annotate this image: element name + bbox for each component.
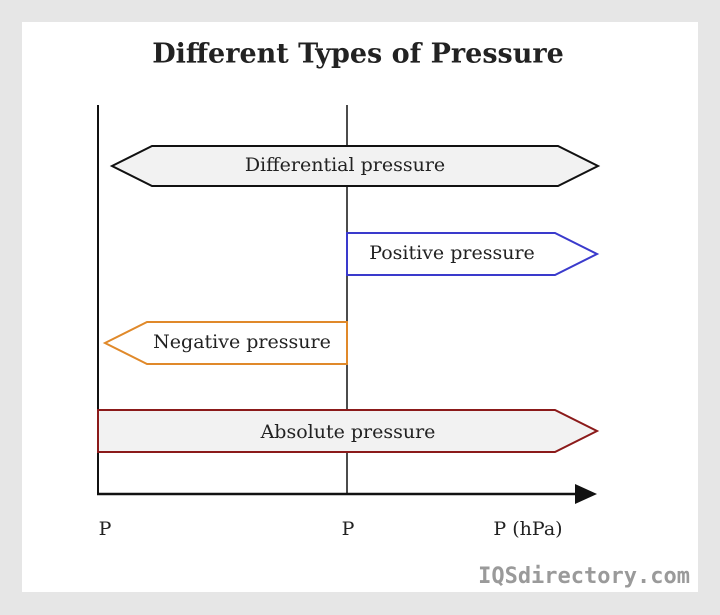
differential-arrow — [109, 145, 601, 187]
axis-label: P — [342, 518, 355, 540]
x-axis-arrow — [575, 484, 597, 504]
node-label: Differential pressure — [245, 154, 445, 176]
negative-arrow — [102, 321, 348, 365]
title: Different Types of Pressure — [152, 39, 564, 70]
axis-label: P (hPa) — [493, 518, 562, 540]
node-label: Negative pressure — [153, 331, 331, 353]
axis-label: P — [99, 518, 112, 540]
panel — [22, 22, 698, 592]
positive-arrow — [346, 232, 600, 276]
node-label: Absolute pressure — [260, 421, 436, 443]
node-label: Positive pressure — [369, 242, 535, 264]
absolute-arrow — [97, 409, 600, 453]
watermark: IQSdirectory.com — [478, 564, 690, 589]
